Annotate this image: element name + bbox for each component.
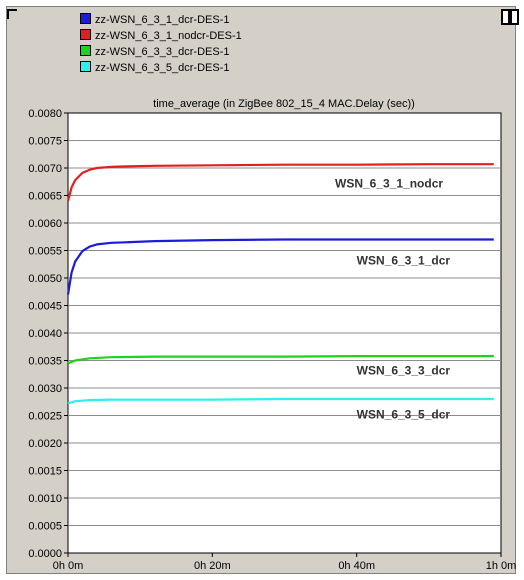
legend-swatch bbox=[80, 45, 91, 56]
x-tick-label: 0h 0m bbox=[53, 560, 84, 572]
series-line bbox=[66, 238, 494, 295]
legend-item[interactable]: zz-WSN_6_3_5_dcr-DES-1 bbox=[80, 61, 230, 75]
restore-icon bbox=[508, 11, 512, 23]
x-tick-label: 0h 20m bbox=[194, 560, 231, 572]
legend-label: zz-WSN_6_3_5_dcr-DES-1 bbox=[95, 62, 230, 74]
restore-button[interactable] bbox=[501, 9, 519, 25]
y-tick-label: 0.0025 bbox=[28, 411, 62, 423]
y-tick-label: 0.0010 bbox=[28, 493, 62, 505]
series-annotation: WSN_6_3_5_dcr bbox=[357, 407, 451, 421]
legend-item[interactable]: zz-WSN_6_3_3_dcr-DES-1 bbox=[80, 45, 230, 59]
legend-label: zz-WSN_6_3_3_dcr-DES-1 bbox=[95, 46, 230, 58]
y-tick-label: 0.0070 bbox=[28, 163, 62, 175]
legend-item[interactable]: zz-WSN_6_3_1_dcr-DES-1 bbox=[80, 13, 230, 27]
series-annotation: WSN_6_3_3_dcr bbox=[357, 363, 451, 377]
y-tick-label: 0.0045 bbox=[28, 301, 62, 313]
axes: 0.0000 0.0005 0.0010 0.0015 0.0020 0.0025 0.00… bbox=[28, 108, 516, 572]
legend-label: zz-WSN_6_3_1_dcr-DES-1 bbox=[95, 14, 230, 26]
y-tick-label: 0.0080 bbox=[28, 108, 62, 120]
y-tick-label: 0.0040 bbox=[28, 328, 62, 340]
legend-item[interactable]: zz-WSN_6_3_1_nodcr-DES-1 bbox=[80, 29, 242, 43]
series-annotation: WSN_6_3_1_dcr bbox=[357, 253, 451, 267]
series-line bbox=[67, 397, 494, 405]
y-tick-label: 0.0060 bbox=[28, 218, 62, 230]
y-tick-label: 0.0055 bbox=[28, 246, 62, 258]
y-tick-label: 0.0005 bbox=[28, 521, 62, 533]
chart-title: time_average (in ZigBee 802_15_4 MAC.Del… bbox=[153, 98, 415, 110]
legend-label: zz-WSN_6_3_1_nodcr-DES-1 bbox=[95, 30, 242, 42]
x-tick-label: 1h 0m bbox=[486, 560, 517, 572]
y-tick-label: 0.0015 bbox=[28, 466, 62, 478]
corner-mark-icon bbox=[7, 9, 17, 19]
series-line bbox=[66, 163, 494, 202]
legend-swatch bbox=[80, 13, 91, 24]
y-tick-label: 0.0030 bbox=[28, 383, 62, 395]
series-group bbox=[66, 163, 494, 405]
y-tick-label: 0.0050 bbox=[28, 273, 62, 285]
y-tick-label: 0.0020 bbox=[28, 438, 62, 450]
y-tick-label: 0.0035 bbox=[28, 356, 62, 368]
legend-swatch bbox=[80, 61, 91, 72]
series-annotation: WSN_6_3_1_nodcr bbox=[335, 176, 443, 190]
series-line bbox=[67, 355, 494, 365]
y-tick-label: 0.0065 bbox=[28, 191, 62, 203]
x-tick-label: 0h 40m bbox=[338, 560, 375, 572]
label-group: WSN_6_3_1_nodcr WSN_6_3_1_dcr WSN_6_3_3_dc… bbox=[335, 176, 450, 421]
legend-swatch bbox=[80, 29, 91, 40]
y-tick-label: 0.0000 bbox=[28, 548, 62, 560]
y-tick-label: 0.0075 bbox=[28, 136, 62, 148]
grid bbox=[68, 140, 501, 526]
